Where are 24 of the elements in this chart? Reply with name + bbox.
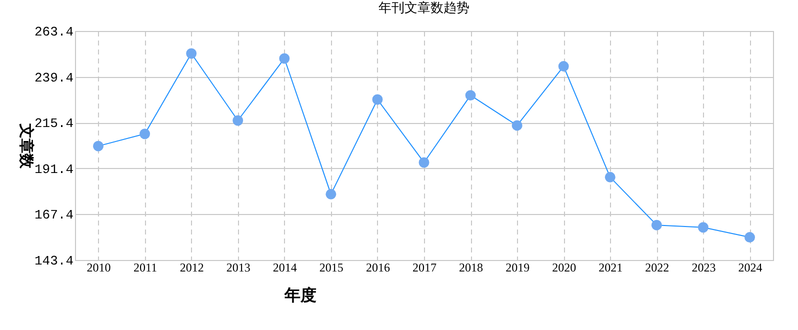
x-tick-label: 2011 xyxy=(134,260,158,274)
x-tick-label: 2016 xyxy=(366,260,390,274)
y-axis-title: 文章数 xyxy=(17,122,36,170)
x-tick-label: 2015 xyxy=(319,260,344,274)
x-axis-title: 年度 xyxy=(284,286,316,304)
x-tick-label: 2019 xyxy=(506,260,530,274)
x-tick-label: 2010 xyxy=(86,260,111,274)
y-tick-label: 143.4 xyxy=(34,254,74,268)
x-tick-label: 2024 xyxy=(738,260,762,274)
x-tick-label: 2021 xyxy=(598,260,623,274)
x-tick-label: 2020 xyxy=(552,260,576,274)
x-tick-label: 2012 xyxy=(180,260,204,274)
x-tick-label: 2018 xyxy=(459,260,484,274)
x-tick-label: 2014 xyxy=(272,260,297,274)
x-tick-label: 2022 xyxy=(645,260,670,274)
y-tick-label: 239.4 xyxy=(34,70,74,86)
x-tick-label: 2017 xyxy=(412,260,436,274)
x-tick-label: 2013 xyxy=(226,260,250,274)
y-tick-label: 263.4 xyxy=(34,24,74,40)
x-tick-label: 2023 xyxy=(692,260,716,274)
y-tick-label: 215.4 xyxy=(34,116,74,132)
y-tick-label: 191.4 xyxy=(34,162,74,177)
chart-title: 年刊文章数趋势 xyxy=(378,0,470,15)
y-tick-label: 167.4 xyxy=(34,208,74,223)
